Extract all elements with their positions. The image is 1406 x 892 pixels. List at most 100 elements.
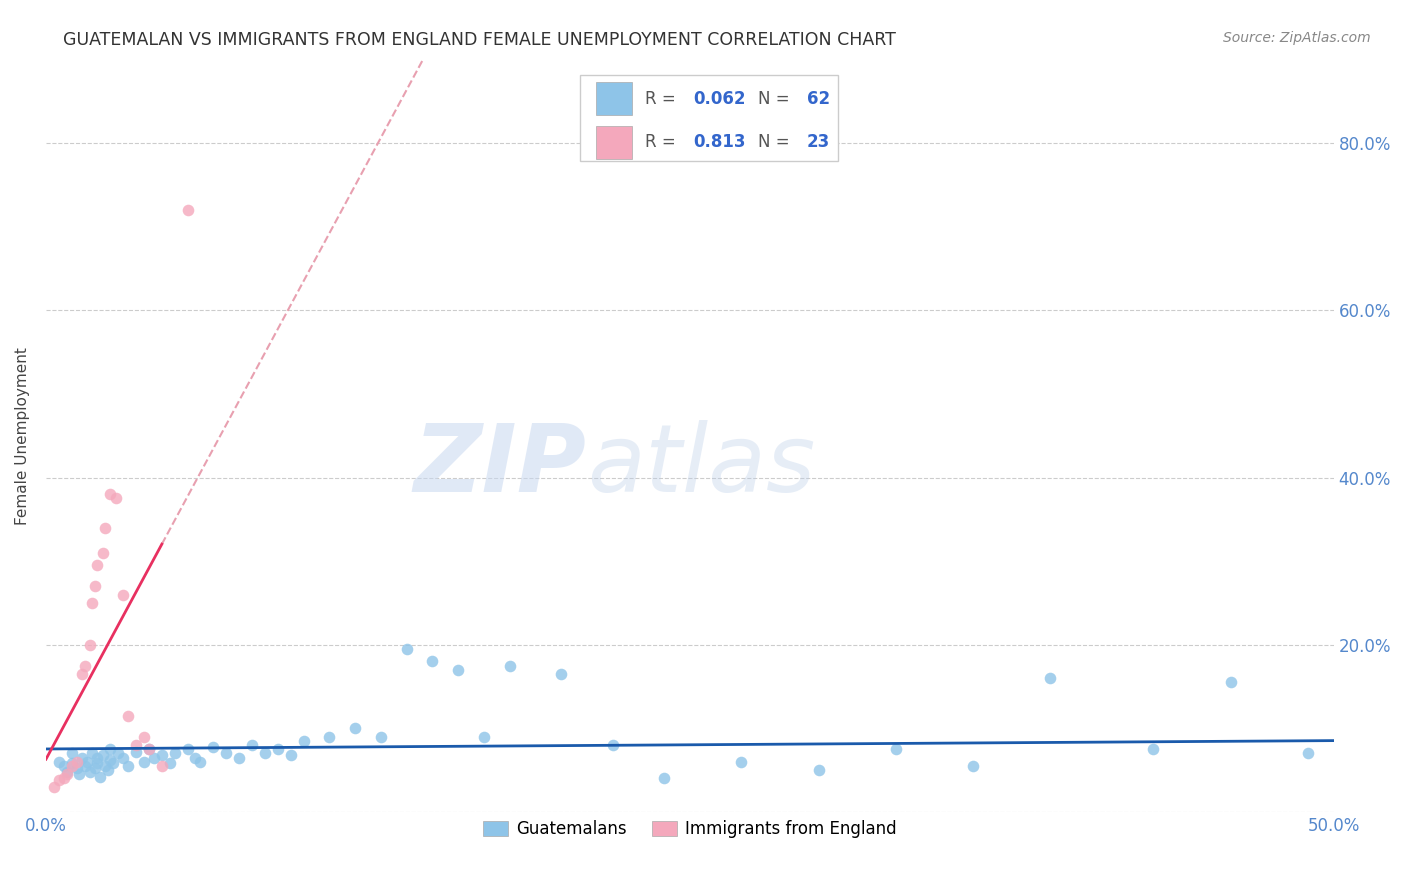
Text: GUATEMALAN VS IMMIGRANTS FROM ENGLAND FEMALE UNEMPLOYMENT CORRELATION CHART: GUATEMALAN VS IMMIGRANTS FROM ENGLAND FE… bbox=[63, 31, 896, 49]
Point bbox=[91, 747, 114, 762]
Text: 0.062: 0.062 bbox=[693, 90, 747, 108]
Point bbox=[292, 734, 315, 748]
Point bbox=[215, 747, 238, 761]
Point bbox=[73, 759, 96, 773]
Text: N =: N = bbox=[758, 90, 794, 108]
Point bbox=[1039, 671, 1062, 685]
Point bbox=[652, 772, 675, 786]
Point bbox=[117, 708, 139, 723]
Point bbox=[138, 742, 160, 756]
Point bbox=[79, 764, 101, 779]
Point bbox=[76, 755, 98, 769]
Point bbox=[150, 747, 173, 762]
Point bbox=[55, 764, 77, 779]
Point bbox=[60, 747, 83, 761]
Point bbox=[66, 761, 89, 775]
Point bbox=[550, 667, 572, 681]
Point bbox=[447, 663, 470, 677]
Point bbox=[83, 761, 105, 775]
Point bbox=[89, 770, 111, 784]
Point bbox=[163, 747, 186, 761]
Point bbox=[1296, 747, 1319, 761]
FancyBboxPatch shape bbox=[596, 126, 631, 159]
Point bbox=[117, 759, 139, 773]
Point bbox=[48, 755, 70, 769]
Point bbox=[69, 767, 91, 781]
Text: 23: 23 bbox=[807, 133, 830, 151]
Point bbox=[343, 721, 366, 735]
Point bbox=[48, 773, 70, 788]
Point bbox=[884, 742, 907, 756]
Point bbox=[395, 641, 418, 656]
Point bbox=[79, 638, 101, 652]
Point bbox=[86, 558, 108, 573]
Text: 62: 62 bbox=[807, 90, 830, 108]
Point bbox=[202, 739, 225, 754]
Y-axis label: Female Unemployment: Female Unemployment bbox=[15, 347, 30, 524]
Point bbox=[107, 747, 129, 761]
Text: atlas: atlas bbox=[586, 420, 815, 511]
Point bbox=[73, 658, 96, 673]
Point bbox=[730, 755, 752, 769]
FancyBboxPatch shape bbox=[596, 82, 631, 115]
Point bbox=[253, 747, 276, 761]
Point bbox=[53, 759, 76, 773]
Point bbox=[83, 579, 105, 593]
Point bbox=[420, 655, 443, 669]
Point bbox=[112, 588, 135, 602]
Point bbox=[94, 759, 117, 773]
Text: 0.813: 0.813 bbox=[693, 133, 747, 151]
Point bbox=[472, 730, 495, 744]
Point bbox=[1142, 742, 1164, 756]
Point bbox=[42, 780, 65, 794]
Point bbox=[70, 667, 93, 681]
Point bbox=[228, 750, 250, 764]
Point bbox=[86, 756, 108, 771]
Point bbox=[104, 491, 127, 506]
Point bbox=[101, 756, 124, 771]
Point bbox=[602, 738, 624, 752]
Point bbox=[98, 742, 121, 756]
FancyBboxPatch shape bbox=[581, 75, 838, 161]
Point bbox=[55, 767, 77, 781]
Point bbox=[962, 759, 984, 773]
Point bbox=[138, 742, 160, 756]
Point bbox=[150, 759, 173, 773]
Point bbox=[240, 738, 263, 752]
Point bbox=[97, 763, 120, 777]
Point bbox=[60, 756, 83, 771]
Point bbox=[176, 202, 198, 217]
Point bbox=[91, 546, 114, 560]
Point bbox=[132, 755, 155, 769]
Point bbox=[184, 750, 207, 764]
Point bbox=[267, 742, 290, 756]
Point bbox=[60, 759, 83, 773]
Text: N =: N = bbox=[758, 133, 794, 151]
Point bbox=[82, 596, 104, 610]
Text: Source: ZipAtlas.com: Source: ZipAtlas.com bbox=[1223, 31, 1371, 45]
Point bbox=[86, 750, 108, 764]
Point bbox=[159, 756, 181, 771]
Point bbox=[190, 755, 212, 769]
Text: ZIP: ZIP bbox=[413, 420, 586, 512]
Text: R =: R = bbox=[645, 133, 681, 151]
Point bbox=[82, 747, 104, 761]
Point bbox=[53, 772, 76, 786]
Point bbox=[370, 730, 392, 744]
Point bbox=[125, 745, 148, 759]
Point bbox=[125, 738, 148, 752]
Point bbox=[176, 742, 198, 756]
Point bbox=[94, 521, 117, 535]
Point bbox=[132, 730, 155, 744]
Point bbox=[318, 730, 340, 744]
Point bbox=[66, 755, 89, 769]
Text: R =: R = bbox=[645, 90, 681, 108]
Point bbox=[98, 753, 121, 767]
Legend: Guatemalans, Immigrants from England: Guatemalans, Immigrants from England bbox=[477, 814, 904, 845]
Point bbox=[112, 750, 135, 764]
Point bbox=[498, 658, 520, 673]
Point bbox=[280, 747, 302, 762]
Point bbox=[98, 487, 121, 501]
Point bbox=[807, 763, 830, 777]
Point bbox=[143, 750, 166, 764]
